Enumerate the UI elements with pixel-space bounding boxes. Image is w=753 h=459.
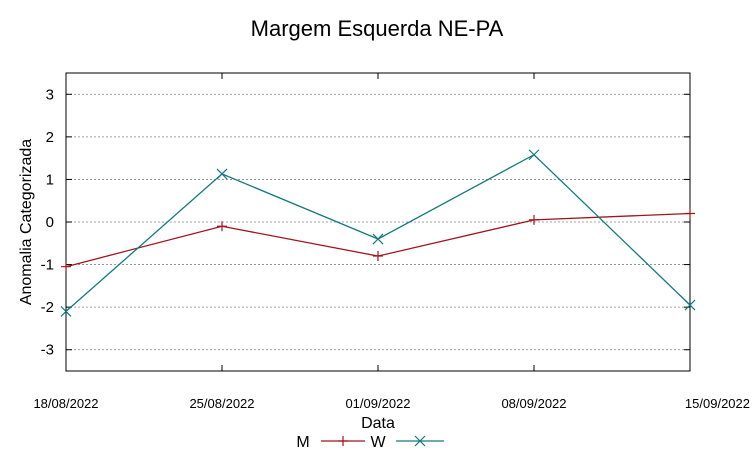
- y-tick-label: -1: [41, 257, 54, 274]
- x-axis-label: Data: [361, 415, 395, 432]
- x-tick-label: 08/09/2022: [501, 396, 566, 411]
- y-tick-label: -2: [41, 299, 54, 316]
- data-point-w: [684, 299, 696, 311]
- chart-title: Margem Esquerda NE-PA: [251, 16, 504, 41]
- data-point-m: [373, 251, 383, 262]
- series-layer: [60, 149, 696, 317]
- y-axis-ticks: 3 2 1 0 -1 -2 -3: [41, 86, 690, 359]
- y-tick-label: 2: [46, 129, 54, 146]
- y-tick-label: 1: [46, 171, 54, 188]
- series-line-w: [65, 153, 691, 312]
- legend-label-w: W: [370, 434, 386, 451]
- x-axis-ticks: 18/08/2022 25/08/2022 01/09/2022 08/09/2022…: [33, 73, 750, 411]
- x-tick-label: 25/08/2022: [189, 396, 254, 411]
- series-m: [61, 208, 695, 272]
- data-point-w: [60, 305, 72, 317]
- y-tick-label: 0: [46, 214, 54, 231]
- x-tick-label: 18/08/2022: [33, 396, 98, 411]
- x-tick-label: 01/09/2022: [345, 396, 410, 411]
- data-point-w: [528, 149, 540, 161]
- data-point-m: [61, 261, 71, 272]
- legend-swatch-w: [396, 435, 444, 447]
- x-tick-label: 15/09/2022: [685, 396, 750, 411]
- data-point-m: [685, 208, 695, 219]
- data-point-w: [216, 168, 228, 180]
- data-point-m: [217, 221, 227, 232]
- legend-marker-w: [414, 435, 426, 447]
- data-point-m: [529, 214, 539, 225]
- data-point-w: [372, 233, 384, 245]
- y-tick-label: 3: [46, 86, 54, 103]
- grid-lines: [66, 93, 690, 351]
- legend: M W: [296, 434, 444, 451]
- legend-marker-m: [338, 436, 348, 446]
- series-w: [60, 149, 696, 317]
- legend-label-m: M: [296, 434, 309, 451]
- y-tick-label: -3: [41, 342, 54, 359]
- y-axis-label: Anomalia Categorizada: [18, 139, 35, 305]
- legend-swatch-m: [321, 436, 365, 446]
